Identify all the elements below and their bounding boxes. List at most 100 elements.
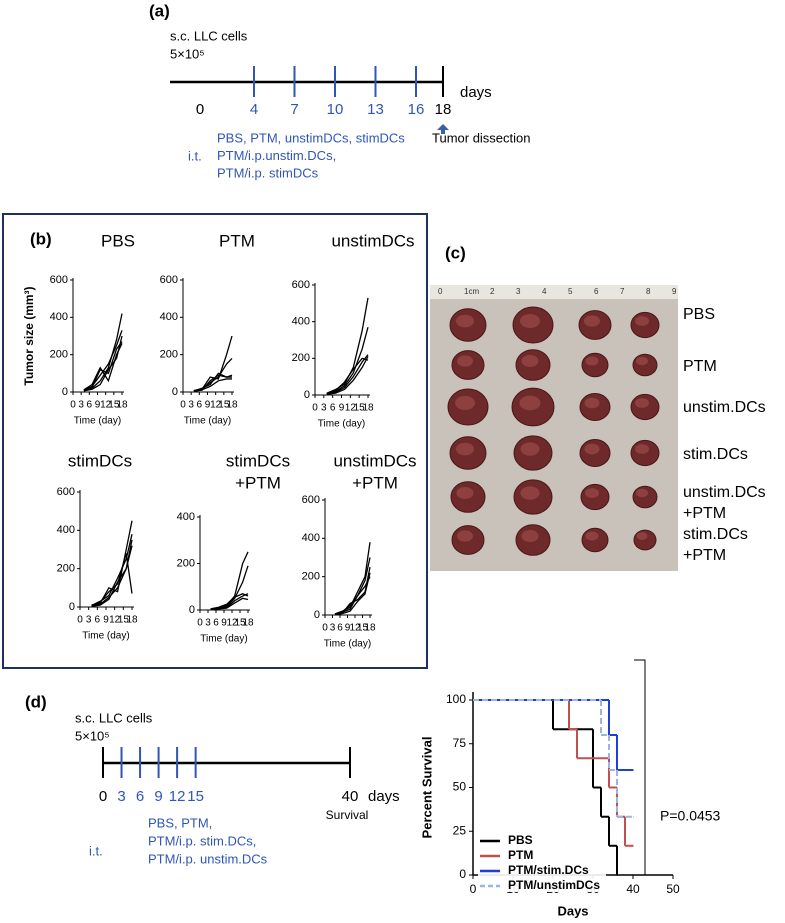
growth-line — [83, 330, 123, 391]
group-label: PBS — [683, 306, 715, 323]
tumor-highlight — [457, 530, 473, 542]
growth-line — [210, 597, 249, 611]
tumor-highlight — [521, 355, 539, 367]
tumor-highlight — [636, 488, 648, 498]
legend-label: PTM/stim.DCs — [508, 863, 589, 877]
ruler-label: 9 — [672, 287, 677, 296]
tumor-highlight — [585, 488, 599, 498]
chart-title: stimDCs — [226, 451, 290, 470]
growth-line — [193, 357, 233, 392]
x-tick-label: 0 — [470, 882, 477, 896]
legend-label: PTM/unstimDCs — [508, 878, 600, 892]
x-tick-label: 12 — [226, 618, 238, 629]
group-label: stim.DCs — [683, 446, 748, 463]
group-label: unstim.DCs — [683, 484, 766, 501]
x-tick-label: 6 — [95, 615, 101, 626]
x-tick-label: 12 — [100, 400, 112, 411]
growth-line — [326, 356, 369, 395]
growth-line — [326, 326, 369, 395]
chart-title: +PTM — [235, 473, 281, 492]
growth-line — [91, 539, 133, 607]
day-label: 0 — [99, 788, 107, 805]
growth-line — [210, 593, 249, 610]
y-tick-label: 600 — [50, 274, 68, 286]
dissection-arrow — [437, 124, 449, 134]
chart-title: +PTM — [352, 473, 398, 492]
growth-line — [326, 357, 369, 395]
y-tick-label: 400 — [160, 311, 178, 323]
x-tick-label: 3 — [188, 400, 194, 411]
x-tick-label: 15 — [108, 400, 120, 411]
x-tick-label: 12 — [345, 403, 357, 414]
tumor-highlight — [636, 532, 648, 540]
y-tick-label: 0 — [172, 386, 178, 398]
y-tick-label: 0 — [314, 609, 320, 621]
unit-label: days — [460, 84, 492, 101]
y-axis-label: Percent Survival — [419, 737, 434, 839]
x-tick-label: 9 — [221, 618, 227, 629]
x-tick-label: 6 — [337, 623, 343, 634]
panel-label: (c) — [445, 243, 466, 262]
treatment-label: PBS, PTM, — [148, 815, 212, 830]
day-label: 7 — [290, 101, 298, 118]
x-tick-label: 3 — [86, 615, 92, 626]
y-tick-label: 0 — [62, 386, 68, 398]
y-tick-label: 400 — [177, 511, 195, 523]
group-label: PTM — [683, 358, 717, 375]
x-tick-label: 40 — [626, 882, 640, 896]
x-tick-label: 50 — [666, 882, 680, 896]
y-tick-label: 200 — [57, 563, 75, 575]
y-tick-label: 600 — [302, 494, 320, 506]
tumor-highlight — [520, 442, 540, 456]
x-tick-label: 9 — [345, 623, 351, 634]
y-tick-label: 0 — [304, 389, 310, 401]
ruler — [430, 285, 678, 299]
day-label: 6 — [136, 788, 144, 805]
x-tick-label: 15 — [234, 618, 246, 629]
x-tick-label: 3 — [78, 400, 84, 411]
growth-line — [193, 378, 232, 392]
y-tick-label: 200 — [177, 557, 195, 569]
growth-line — [210, 551, 249, 610]
x-tick-label: 6 — [213, 618, 219, 629]
panel-label: (d) — [25, 692, 47, 711]
tumor-highlight — [585, 531, 599, 541]
treatment-label: PBS, PTM, unstimDCs, stimDCs — [217, 130, 405, 145]
growth-line — [83, 341, 123, 392]
treatment-label: PTM/i.p. stimDCs — [217, 165, 319, 180]
y-tick-label: 400 — [302, 532, 320, 544]
tumor-highlight — [584, 315, 600, 327]
tumor-highlight — [456, 442, 474, 456]
chart-title: unstimDCs — [331, 231, 414, 250]
y-tick-label: 200 — [292, 352, 310, 364]
day-label: 15 — [187, 788, 204, 805]
y-tick-label: 0 — [189, 604, 195, 616]
ruler-label: 2 — [490, 287, 495, 296]
day-label: 18 — [435, 101, 452, 118]
ruler-label: 8 — [646, 287, 651, 296]
y-tick-label: 400 — [57, 524, 75, 536]
x-tick-label: 9 — [103, 615, 109, 626]
day-label: 13 — [367, 101, 384, 118]
ruler-label: 7 — [620, 287, 625, 296]
tumor-highlight — [585, 356, 599, 366]
y-tick-label: 75 — [453, 736, 467, 750]
day-label: 3 — [117, 788, 125, 805]
tumor-highlight — [520, 314, 540, 328]
tumor-highlight — [584, 443, 600, 455]
y-tick-label: 600 — [292, 279, 310, 291]
y-tick-label: 0 — [459, 867, 466, 881]
x-tick-label: 12 — [210, 400, 222, 411]
x-tick-label: 0 — [312, 403, 318, 414]
y-axis-label: Tumor size (mm³) — [22, 286, 36, 385]
x-axis-label: Time (day) — [318, 419, 365, 430]
legend-label: PBS — [508, 833, 533, 847]
y-tick-label: 600 — [160, 274, 178, 286]
growth-line — [193, 372, 232, 392]
dose-text: 5×10⁵ — [170, 46, 205, 61]
ruler-label: 1cm — [464, 287, 479, 296]
x-tick-label: 15 — [218, 400, 230, 411]
y-tick-label: 100 — [446, 692, 466, 706]
growth-line — [193, 335, 233, 392]
legend-label: PTM — [508, 848, 533, 862]
